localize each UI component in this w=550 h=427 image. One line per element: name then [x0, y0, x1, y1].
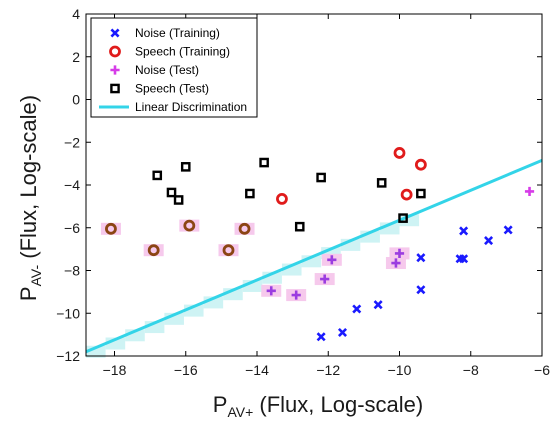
data-point	[524, 186, 535, 197]
shading-step	[321, 247, 341, 260]
data-point	[320, 274, 330, 284]
data-point	[291, 290, 301, 300]
y-axis-title-rest: (Flux, Log-scale)	[16, 95, 41, 265]
y-tick-label: −6	[64, 220, 80, 236]
data-point	[416, 253, 426, 263]
shading-staircase	[86, 214, 420, 358]
data-points	[105, 147, 535, 342]
y-tick-label: −4	[64, 177, 80, 193]
data-point	[180, 162, 191, 172]
legend-marker	[109, 45, 121, 58]
data-point	[183, 219, 196, 232]
data-point	[352, 304, 362, 314]
data-point	[416, 188, 426, 199]
data-point	[105, 222, 117, 235]
discrimination-line	[85, 159, 543, 354]
data-point	[337, 327, 348, 338]
y-tick-label: −2	[64, 134, 80, 150]
x-axis-title-sub: AV+	[227, 404, 253, 420]
y-tick-label: −8	[64, 263, 80, 279]
data-point	[173, 195, 184, 205]
x-tick-label: −14	[245, 362, 269, 378]
data-point	[259, 157, 269, 168]
data-point	[503, 225, 513, 235]
data-point	[391, 258, 401, 268]
axis-ticks: −18 −16 −14 −12 −10 −8 −6 4 2 0 −2 −4 −6 −8 −10 −12	[56, 6, 550, 378]
x-tick-label: −8	[463, 362, 479, 378]
data-point	[316, 172, 326, 183]
data-point	[294, 221, 305, 232]
y-axis-title-main: P	[16, 286, 41, 301]
legend-marker	[110, 65, 120, 75]
legend-label: Speech (Test)	[135, 82, 209, 96]
data-point	[316, 332, 326, 342]
data-point	[222, 244, 235, 257]
x-tick-label: −10	[388, 362, 412, 378]
legend-marker	[110, 83, 120, 94]
data-point	[152, 170, 163, 181]
data-point	[376, 178, 387, 188]
legend-label: Linear Discrimination	[135, 100, 247, 114]
data-point	[394, 248, 405, 258]
y-axis-title: PAV- (Flux, Log-scale)	[16, 95, 44, 301]
data-point	[238, 222, 251, 235]
legend-label: Noise (Test)	[135, 63, 199, 77]
data-point	[147, 244, 160, 257]
x-axis-title: PAV+ (Flux, Log-scale)	[213, 392, 423, 420]
x-axis-title-main: P	[213, 392, 228, 417]
x-tick-label: −6	[534, 362, 550, 378]
legend-box	[90, 17, 258, 118]
data-point	[393, 147, 406, 159]
data-point	[276, 192, 288, 205]
data-point	[266, 286, 276, 296]
data-point	[414, 158, 427, 171]
y-tick-label: 4	[72, 6, 80, 22]
data-point	[166, 187, 177, 198]
data-point	[327, 255, 337, 265]
y-tick-label: 0	[72, 92, 80, 108]
x-tick-label: −16	[174, 362, 198, 378]
data-point	[484, 236, 494, 246]
legend: Noise (Training) Speech (Training) Noise (…	[90, 17, 258, 118]
linear-discrimination-line	[85, 159, 543, 354]
data-point	[459, 254, 469, 264]
data-point	[373, 300, 383, 310]
legend-label: Speech (Training)	[135, 45, 230, 59]
legend-label: Noise (Training)	[135, 26, 220, 40]
y-axis-title-sub: AV-	[28, 265, 44, 287]
x-tick-label: −12	[316, 362, 340, 378]
data-point	[400, 188, 413, 201]
y-tick-label: 2	[72, 49, 80, 65]
data-point	[459, 226, 469, 236]
data-point	[398, 213, 408, 223]
data-point	[416, 285, 426, 295]
y-tick-label: −10	[56, 305, 80, 321]
y-tick-label: −12	[56, 348, 80, 364]
x-tick-label: −18	[103, 362, 127, 378]
data-point	[245, 188, 255, 199]
x-axis-title-rest: (Flux, Log-scale)	[253, 392, 423, 417]
legend-marker	[110, 28, 120, 38]
